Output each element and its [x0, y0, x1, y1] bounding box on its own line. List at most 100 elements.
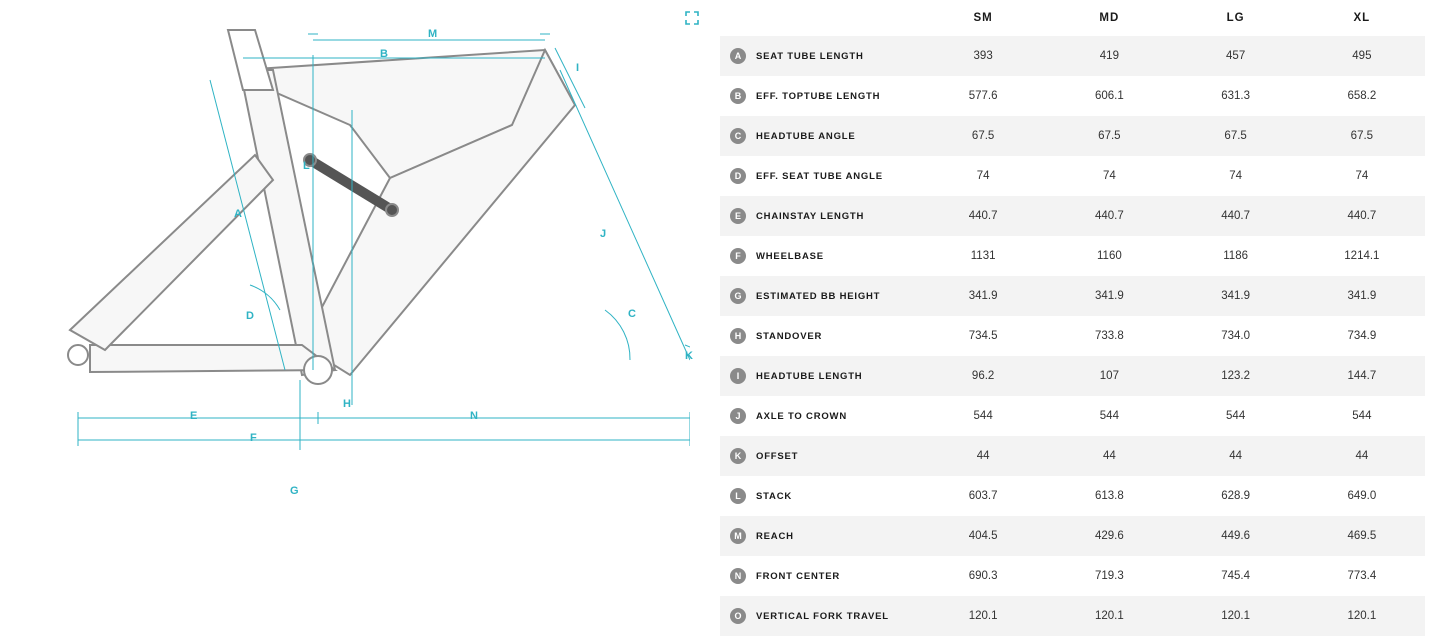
cell-value: 606.1	[1046, 76, 1172, 116]
cell-value: 544	[1046, 396, 1172, 436]
cell-value: 690.3	[920, 556, 1046, 596]
cell-value: 74	[1299, 156, 1425, 196]
cell-value: 440.7	[1173, 196, 1299, 236]
dim-label-k: K	[685, 350, 693, 362]
row-name: STANDOVER	[756, 331, 822, 342]
cell-value: 44	[1173, 436, 1299, 476]
table-row: ASEAT TUBE LENGTH393419457495	[720, 36, 1425, 76]
dim-label-g: G	[290, 485, 299, 497]
row-label-cell: G ESTIMATED BB HEIGHT	[720, 276, 920, 316]
row-label-cell: LSTACK	[720, 476, 920, 516]
row-label-cell: O VERTICAL FORK TRAVEL	[720, 596, 920, 636]
cell-value: 628.9	[1173, 476, 1299, 516]
cell-value: 457	[1173, 36, 1299, 76]
row-label-cell: MREACH	[720, 516, 920, 556]
geometry-table-panel: SM MD LG XL ASEAT TUBE LENGTH39341945749…	[720, 0, 1445, 636]
geometry-diagram-panel: M B I L A D C J K H E N F G	[0, 0, 700, 636]
cell-value: 495	[1299, 36, 1425, 76]
cell-value: 469.5	[1299, 516, 1425, 556]
dim-label-n: N	[470, 410, 478, 422]
row-label-cell: IHEADTUBE LENGTH	[720, 356, 920, 396]
cell-value: 341.9	[920, 276, 1046, 316]
dim-label-i: I	[576, 62, 579, 74]
row-name: CHAINSTAY LENGTH	[756, 211, 864, 222]
cell-value: 44	[1299, 436, 1425, 476]
row-label-cell: K OFFSET	[720, 436, 920, 476]
cell-value: 341.9	[1046, 276, 1172, 316]
cell-value: 120.1	[920, 596, 1046, 636]
row-letter-badge: G	[730, 288, 746, 304]
table-row: LSTACK603.7613.8628.9649.0	[720, 476, 1425, 516]
dim-label-j: J	[600, 228, 606, 240]
row-letter-badge: J	[730, 408, 746, 424]
cell-value: 144.7	[1299, 356, 1425, 396]
cell-value: 734.0	[1173, 316, 1299, 356]
row-name: OFFSET	[756, 451, 798, 462]
col-xl: XL	[1299, 0, 1425, 36]
row-letter-badge: H	[730, 328, 746, 344]
cell-value: 1214.1	[1299, 236, 1425, 276]
table-row: IHEADTUBE LENGTH96.2107123.2144.7	[720, 356, 1425, 396]
cell-value: 120.1	[1299, 596, 1425, 636]
cell-value: 719.3	[1046, 556, 1172, 596]
cell-value: 658.2	[1299, 76, 1425, 116]
row-name: EFF. TOPTUBE LENGTH	[756, 91, 880, 102]
dim-label-c: C	[628, 308, 636, 320]
row-name: HEADTUBE ANGLE	[756, 131, 856, 142]
cell-value: 429.6	[1046, 516, 1172, 556]
row-name: SEAT TUBE LENGTH	[756, 51, 864, 62]
row-label-cell: JAXLE TO CROWN	[720, 396, 920, 436]
row-name: VERTICAL FORK TRAVEL	[756, 611, 889, 622]
cell-value: 745.4	[1173, 556, 1299, 596]
cell-value: 544	[1299, 396, 1425, 436]
cell-value: 74	[920, 156, 1046, 196]
table-row: OVERTICAL FORK TRAVEL120.1120.1120.1120.…	[720, 596, 1425, 636]
cell-value: 577.6	[920, 76, 1046, 116]
row-letter-badge: N	[730, 568, 746, 584]
cell-value: 74	[1046, 156, 1172, 196]
col-md: MD	[1046, 0, 1172, 36]
frame-diagram: M B I L A D C J K H E N F G	[30, 10, 690, 450]
table-row: MREACH404.5429.6449.6469.5	[720, 516, 1425, 556]
table-row: BEFF. TOPTUBE LENGTH577.6606.1631.3658.2	[720, 76, 1425, 116]
row-name: WHEELBASE	[756, 251, 824, 262]
cell-value: 649.0	[1299, 476, 1425, 516]
dim-label-a: A	[234, 208, 242, 220]
table-row: KOFFSET44444444	[720, 436, 1425, 476]
cell-value: 603.7	[920, 476, 1046, 516]
table-row: ECHAINSTAY LENGTH440.7440.7440.7440.7	[720, 196, 1425, 236]
table-row: HSTANDOVER734.5733.8734.0734.9	[720, 316, 1425, 356]
cell-value: 544	[920, 396, 1046, 436]
row-label-cell: B EFF. TOPTUBE LENGTH	[720, 76, 920, 116]
cell-value: 67.5	[920, 116, 1046, 156]
cell-value: 44	[920, 436, 1046, 476]
layout-wrap: M B I L A D C J K H E N F G SM MD LG	[0, 0, 1445, 636]
cell-value: 74	[1173, 156, 1299, 196]
dim-label-h: H	[343, 398, 351, 410]
cell-value: 120.1	[1173, 596, 1299, 636]
table-row: GESTIMATED BB HEIGHT341.9341.9341.9341.9	[720, 276, 1425, 316]
cell-value: 341.9	[1173, 276, 1299, 316]
geometry-table: SM MD LG XL ASEAT TUBE LENGTH39341945749…	[720, 0, 1425, 636]
row-letter-badge: L	[730, 488, 746, 504]
dim-label-m: M	[428, 28, 437, 40]
cell-value: 419	[1046, 36, 1172, 76]
table-header-row: SM MD LG XL	[720, 0, 1425, 36]
cell-value: 67.5	[1173, 116, 1299, 156]
row-name: ESTIMATED BB HEIGHT	[756, 291, 880, 302]
table-row: DEFF. SEAT TUBE ANGLE74747474	[720, 156, 1425, 196]
cell-value: 107	[1046, 356, 1172, 396]
table-row: JAXLE TO CROWN544544544544	[720, 396, 1425, 436]
cell-value: 393	[920, 36, 1046, 76]
cell-value: 449.6	[1173, 516, 1299, 556]
cell-value: 544	[1173, 396, 1299, 436]
row-letter-badge: O	[730, 608, 746, 624]
row-letter-badge: K	[730, 448, 746, 464]
cell-value: 123.2	[1173, 356, 1299, 396]
col-sm: SM	[920, 0, 1046, 36]
dim-label-f: F	[250, 432, 257, 444]
row-label-cell: FWHEELBASE	[720, 236, 920, 276]
col-lg: LG	[1173, 0, 1299, 36]
row-letter-badge: B	[730, 88, 746, 104]
cell-value: 120.1	[1046, 596, 1172, 636]
